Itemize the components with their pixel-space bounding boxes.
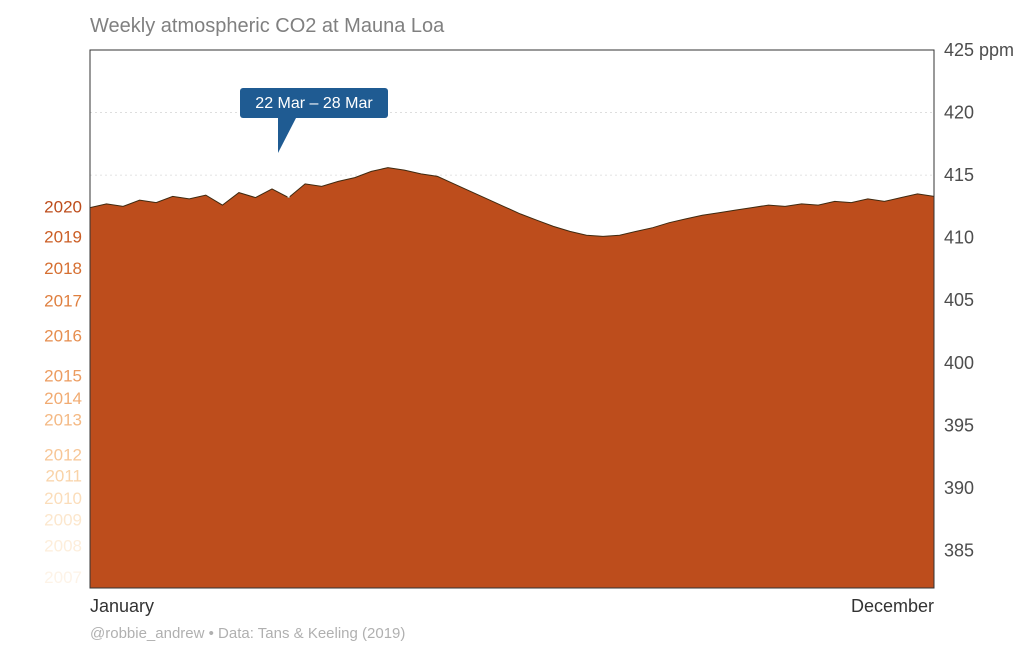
y-tick-label: 405 (944, 290, 974, 310)
co2-chart: Weekly atmospheric CO2 at Mauna Loa 385 39… (0, 0, 1024, 651)
year-label-2007: 2007 (44, 568, 82, 587)
y-tick-label: 400 (944, 353, 974, 373)
x-right-label: December (851, 596, 934, 616)
y-tick-label: 410 (944, 228, 974, 248)
y-tick-label: 395 (944, 415, 974, 435)
year-label-2012: 2012 (44, 445, 82, 464)
series-fill-2020 (90, 168, 934, 588)
y-tick-label: 425 ppm (944, 40, 1014, 60)
year-label-2020: 2020 (44, 198, 82, 217)
year-label-2016: 2016 (44, 327, 82, 346)
year-label-2009: 2009 (44, 510, 82, 529)
x-left-label: January (90, 596, 154, 616)
y-tick-label: 385 (944, 540, 974, 560)
chart-credit: @robbie_andrew • Data: Tans & Keeling (2… (90, 625, 405, 642)
year-label-2017: 2017 (44, 291, 82, 310)
series-group (90, 168, 934, 588)
y-tick-label: 420 (944, 103, 974, 123)
year-label-2013: 2013 (44, 410, 82, 429)
callout-pointer (278, 118, 296, 153)
callout-text: 22 Mar – 28 Mar (255, 95, 373, 112)
y-tick-label: 390 (944, 478, 974, 498)
chart-title: Weekly atmospheric CO2 at Mauna Loa (90, 15, 445, 37)
year-label-2014: 2014 (44, 389, 82, 408)
y-tick-label: 415 (944, 165, 974, 185)
year-label-2015: 2015 (44, 367, 82, 386)
year-label-2008: 2008 (44, 537, 82, 556)
year-label-2018: 2018 (44, 259, 82, 278)
year-label-2019: 2019 (44, 228, 82, 247)
year-label-2011: 2011 (45, 467, 82, 486)
year-label-2010: 2010 (44, 489, 82, 508)
